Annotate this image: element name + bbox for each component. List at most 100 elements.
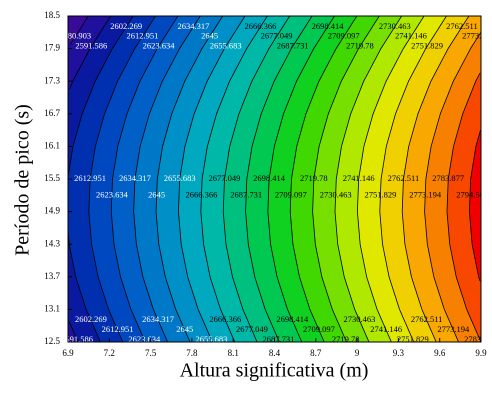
contour-label: 2591.586 xyxy=(61,334,93,344)
contour-label: 2602.269 xyxy=(110,21,142,31)
contour-label: 2730.463 xyxy=(344,314,376,324)
contour-label: 2741.146 xyxy=(370,324,402,334)
contour-label: 2580.903 xyxy=(59,31,91,41)
contour-line xyxy=(155,16,224,342)
x-tick-label: 9 xyxy=(355,348,360,358)
contour-line xyxy=(68,16,112,342)
contour-line xyxy=(68,16,134,342)
contour-label: 2634.317 xyxy=(142,314,174,324)
contour-line xyxy=(334,16,403,342)
contour-line xyxy=(178,16,246,342)
contour-line xyxy=(133,16,201,342)
contour-label: 2677.049 xyxy=(261,31,293,41)
contour-label: 2751.829 xyxy=(397,334,429,344)
contour-line xyxy=(424,32,481,342)
contour-label: 2730.463 xyxy=(320,189,352,199)
y-tick-label: 13.7 xyxy=(44,271,60,281)
contour-label: 2666.366 xyxy=(245,21,277,31)
contour-label: 2709.097 xyxy=(275,189,307,199)
y-tick-label: 12.5 xyxy=(44,336,60,346)
contour-label: 2719.78 xyxy=(300,173,328,183)
contour-line xyxy=(312,16,380,342)
x-tick-label: 9.3 xyxy=(393,348,405,358)
contour-label: 2645 xyxy=(176,324,193,334)
contour-label: 2634.317 xyxy=(177,21,209,31)
y-tick-label: 17.9 xyxy=(44,43,60,53)
contour-label: 2719.78 xyxy=(346,40,374,50)
contour-line xyxy=(110,16,179,342)
contour-label: 2762.511 xyxy=(411,314,443,324)
contour-label: 2666.366 xyxy=(186,189,218,199)
contour-line xyxy=(379,16,447,342)
contour-band xyxy=(446,16,481,342)
contour-label: 2741.146 xyxy=(395,31,427,41)
contour-label: 2762.511 xyxy=(388,173,420,183)
x-tick-label: 9.9 xyxy=(475,348,487,358)
x-tick-label: 7.2 xyxy=(104,348,115,358)
contour-label: 2794.56 xyxy=(456,189,484,199)
contour-label: 2687.731 xyxy=(230,189,262,199)
contour-label: 2698.414 xyxy=(253,173,286,183)
contour-label: 2751.829 xyxy=(364,189,396,199)
contour-label: 2602.269 xyxy=(75,314,107,324)
contour-label: 2687.731 xyxy=(262,334,294,344)
contour-label: 2655.683 xyxy=(164,173,196,183)
contour-label: 2687.731 xyxy=(277,40,309,50)
contour-line xyxy=(468,129,481,282)
x-tick-label: 8.4 xyxy=(269,348,281,358)
contour-label: 2751.829 xyxy=(411,40,443,50)
contour-line xyxy=(88,16,156,342)
x-tick-label: 7.5 xyxy=(145,348,157,358)
contour-label: 2623.634 xyxy=(96,189,129,199)
contour-label: 2677.049 xyxy=(236,324,268,334)
contour-label: 2709.097 xyxy=(328,31,360,41)
contour-label: 2773.194 xyxy=(437,324,470,334)
contour-line xyxy=(289,16,358,342)
contour-label: 2612.951 xyxy=(74,173,106,183)
contour-label: 2634.317 xyxy=(119,173,151,183)
contour-label: 2741.146 xyxy=(343,173,375,183)
contour-line xyxy=(446,72,481,342)
contour-label: 2783.877 xyxy=(432,173,464,183)
contour-label: 2783.877 xyxy=(464,334,492,344)
contour-line xyxy=(222,16,291,342)
contour-line xyxy=(267,16,335,342)
contour-label: 2623.634 xyxy=(128,334,161,344)
contour-line xyxy=(245,16,313,342)
contour-label: 2762.511 xyxy=(446,21,478,31)
x-tick-label: 9.6 xyxy=(434,348,446,358)
y-tick-label: 16.7 xyxy=(44,108,60,118)
contour-label: 2612.951 xyxy=(102,324,134,334)
contour-label: 2591.586 xyxy=(75,40,107,50)
contour-line xyxy=(69,16,89,45)
y-tick-label: 14.3 xyxy=(44,238,60,248)
contour-label: 2773.194 xyxy=(462,31,492,41)
contour-label: 2645 xyxy=(201,31,218,41)
contour-label: 2666.366 xyxy=(209,314,241,324)
contour-line xyxy=(357,16,425,342)
x-axis-label: Altura significativa (m) xyxy=(180,360,369,382)
contour-label: 2623.634 xyxy=(143,40,176,50)
x-tick-label: 7.8 xyxy=(186,348,198,358)
contour-label: 2698.414 xyxy=(276,314,309,324)
x-tick-label: 8.1 xyxy=(228,348,239,358)
y-tick-label: 18.5 xyxy=(44,10,60,20)
contour-label: 2730.463 xyxy=(379,21,411,31)
contour-label: 2645 xyxy=(148,189,165,199)
contour-label: 2709.097 xyxy=(303,324,335,334)
y-tick-label: 15.5 xyxy=(44,173,60,183)
contour-label: 2655.683 xyxy=(196,334,228,344)
contour-line xyxy=(200,16,268,342)
contour-band xyxy=(469,16,481,342)
x-tick-label: 8.7 xyxy=(310,348,322,358)
y-tick-label: 14.9 xyxy=(44,206,60,216)
contour-label: 2773.194 xyxy=(409,189,442,199)
y-tick-label: 16.1 xyxy=(44,140,60,150)
contour-label: 2719.78 xyxy=(332,334,360,344)
y-tick-label: 17.3 xyxy=(44,75,60,85)
contour-label: 2698.414 xyxy=(312,21,345,31)
y-tick-label: 13.1 xyxy=(44,303,60,313)
contour-label: 2655.683 xyxy=(210,40,242,50)
contour-label: 2612.951 xyxy=(126,31,158,41)
